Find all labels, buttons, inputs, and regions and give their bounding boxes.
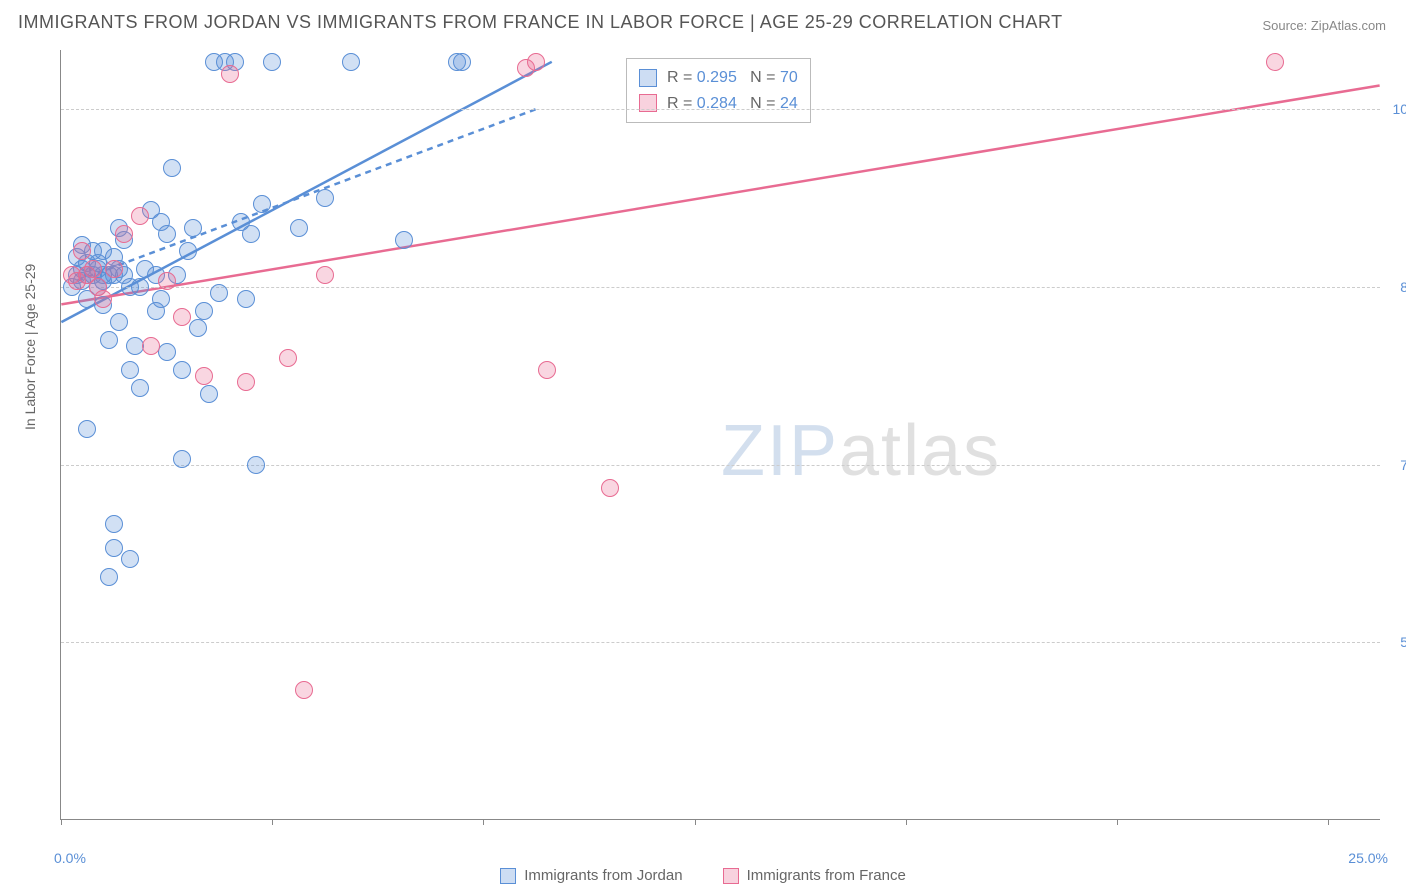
scatter-point-jordan xyxy=(179,242,197,260)
scatter-point-jordan xyxy=(242,225,260,243)
trend-line xyxy=(77,109,536,281)
x-tick xyxy=(61,819,62,825)
scatter-point-jordan xyxy=(78,420,96,438)
trend-lines-layer xyxy=(61,50,1380,819)
scatter-point-france xyxy=(131,207,149,225)
correlation-legend-box: R = 0.295 N = 70R = 0.284 N = 24 xyxy=(626,58,811,123)
scatter-point-jordan xyxy=(195,302,213,320)
x-tick xyxy=(695,819,696,825)
x-tick xyxy=(906,819,907,825)
scatter-point-france xyxy=(1266,53,1284,71)
scatter-point-jordan xyxy=(158,343,176,361)
scatter-point-jordan xyxy=(131,379,149,397)
x-axis-label-left: 0.0% xyxy=(54,850,86,866)
legend-item-jordan: Immigrants from Jordan xyxy=(500,867,682,884)
scatter-point-jordan xyxy=(131,278,149,296)
gridline xyxy=(61,109,1380,110)
y-axis-title: In Labor Force | Age 25-29 xyxy=(22,264,38,430)
scatter-point-france xyxy=(279,349,297,367)
scatter-point-france xyxy=(195,367,213,385)
watermark-zip: ZIP xyxy=(721,411,839,491)
scatter-point-jordan xyxy=(189,319,207,337)
scatter-point-france xyxy=(158,272,176,290)
scatter-point-jordan xyxy=(158,225,176,243)
scatter-point-jordan xyxy=(453,53,471,71)
scatter-point-france xyxy=(527,53,545,71)
swatch-france xyxy=(723,868,739,884)
scatter-point-france xyxy=(173,308,191,326)
scatter-point-jordan xyxy=(173,450,191,468)
scatter-point-jordan xyxy=(121,361,139,379)
legend-bottom: Immigrants from Jordan Immigrants from F… xyxy=(0,867,1406,884)
scatter-point-france xyxy=(295,681,313,699)
scatter-point-france xyxy=(94,290,112,308)
scatter-point-jordan xyxy=(152,290,170,308)
legend-item-france: Immigrants from France xyxy=(723,867,906,884)
source-attribution: Source: ZipAtlas.com xyxy=(1262,18,1386,33)
scatter-point-france xyxy=(237,373,255,391)
scatter-point-france xyxy=(73,242,91,260)
y-tick-label: 100.0% xyxy=(1385,101,1406,117)
scatter-point-jordan xyxy=(253,195,271,213)
scatter-point-jordan xyxy=(163,159,181,177)
scatter-point-jordan xyxy=(105,539,123,557)
scatter-point-jordan xyxy=(290,219,308,237)
scatter-point-jordan xyxy=(110,313,128,331)
scatter-point-jordan xyxy=(200,385,218,403)
watermark: ZIPatlas xyxy=(721,410,1001,492)
scatter-point-jordan xyxy=(173,361,191,379)
scatter-point-france xyxy=(601,479,619,497)
scatter-point-jordan xyxy=(395,231,413,249)
gridline xyxy=(61,642,1380,643)
legend-label-jordan: Immigrants from Jordan xyxy=(524,867,682,884)
swatch-jordan xyxy=(500,868,516,884)
scatter-point-jordan xyxy=(121,550,139,568)
legend-row-jordan: R = 0.295 N = 70 xyxy=(639,65,798,91)
scatter-point-france xyxy=(84,260,102,278)
scatter-point-france xyxy=(316,266,334,284)
scatter-point-france xyxy=(105,260,123,278)
legend-stats-jordan: R = 0.295 N = 70 xyxy=(667,65,798,91)
scatter-point-france xyxy=(142,337,160,355)
y-tick-label: 55.0% xyxy=(1385,634,1406,650)
scatter-point-jordan xyxy=(100,568,118,586)
gridline xyxy=(61,287,1380,288)
watermark-atlas: atlas xyxy=(839,411,1001,491)
x-tick xyxy=(1117,819,1118,825)
x-axis-label-right: 25.0% xyxy=(1348,850,1388,866)
scatter-point-jordan xyxy=(105,515,123,533)
y-tick-label: 85.0% xyxy=(1385,279,1406,295)
swatch-jordan-box xyxy=(639,69,657,87)
scatter-point-jordan xyxy=(210,284,228,302)
scatter-point-jordan xyxy=(342,53,360,71)
scatter-point-france xyxy=(115,225,133,243)
x-tick xyxy=(1328,819,1329,825)
scatter-point-jordan xyxy=(263,53,281,71)
plot-area: R = 0.295 N = 70R = 0.284 N = 24 ZIPatla… xyxy=(60,50,1380,820)
scatter-point-jordan xyxy=(100,331,118,349)
scatter-point-jordan xyxy=(316,189,334,207)
scatter-point-france xyxy=(538,361,556,379)
scatter-point-jordan xyxy=(237,290,255,308)
chart-title: IMMIGRANTS FROM JORDAN VS IMMIGRANTS FRO… xyxy=(18,12,1063,33)
legend-stats-france: R = 0.284 N = 24 xyxy=(667,91,798,117)
legend-row-france: R = 0.284 N = 24 xyxy=(639,91,798,117)
scatter-point-jordan xyxy=(247,456,265,474)
y-tick-label: 70.0% xyxy=(1385,457,1406,473)
x-tick xyxy=(483,819,484,825)
x-tick xyxy=(272,819,273,825)
scatter-point-france xyxy=(221,65,239,83)
legend-label-france: Immigrants from France xyxy=(747,867,906,884)
scatter-point-jordan xyxy=(184,219,202,237)
